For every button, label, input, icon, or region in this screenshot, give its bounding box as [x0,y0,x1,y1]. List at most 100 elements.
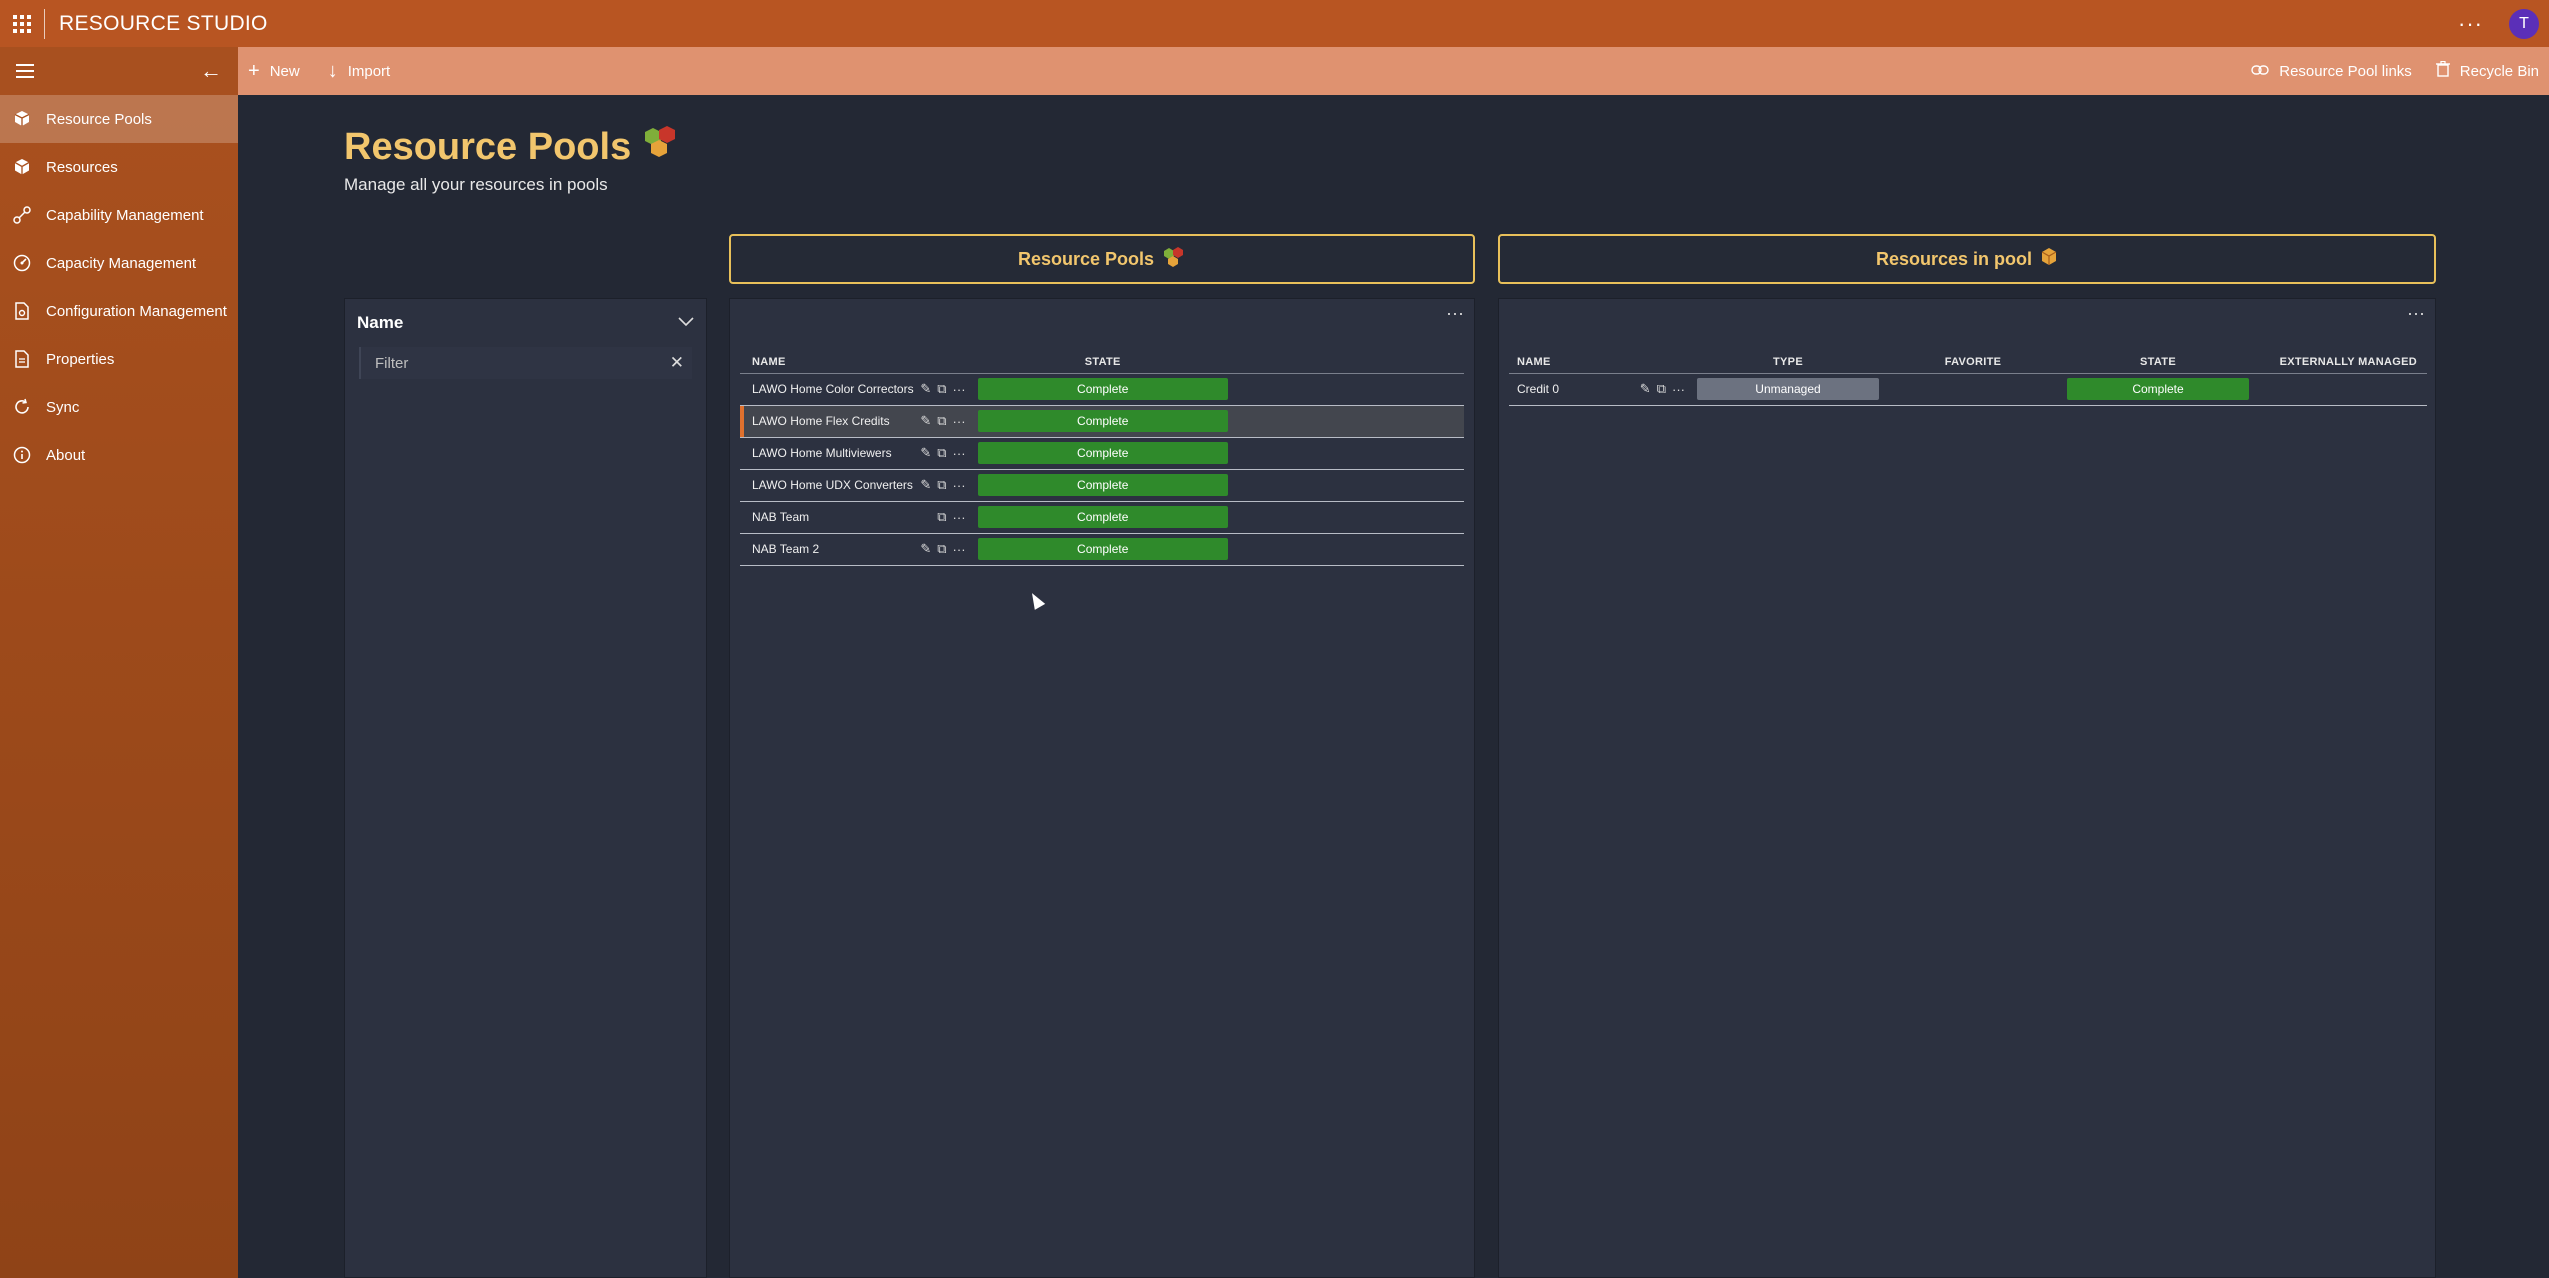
column-header-type[interactable]: TYPE [1697,351,1879,374]
document-settings-icon [12,301,32,321]
sidebar-item-about[interactable]: About [0,431,238,479]
state-cell: Complete [2067,373,2249,406]
status-badge: Complete [2067,378,2249,400]
open-panel-icon[interactable]: ⧉ [937,509,947,524]
sidebar-item-configuration-management[interactable]: Configuration Management [0,287,238,335]
table-row[interactable]: Credit 0 ✎ ⧉ ··· Unmanaged Complete [1509,373,2427,406]
status-badge: Complete [977,474,1228,496]
state-cell: Complete [977,533,1228,566]
sidebar-item-label: Properties [46,350,115,368]
column-header-name[interactable]: NAME [1509,351,1609,374]
gauge-icon [12,253,32,273]
page-subtitle: Manage all your resources in pools [344,175,608,194]
column-header-actions [913,351,978,374]
colored-cubes-icon [1162,246,1186,273]
resources-in-pool-panel: ··· NAME TYPE FAVORITE STATE EXTERNALLY … [1498,298,2436,1278]
column-header-favorite[interactable]: FAVORITE [1879,351,2067,374]
new-button-label: New [269,62,300,80]
sidebar-item-capacity-management[interactable]: Capacity Management [0,239,238,287]
new-button[interactable]: + New [248,60,300,83]
row-actions: ✎ ⧉ ··· [1609,373,1697,406]
filter-header[interactable]: Name [345,299,706,333]
recycle-bin-label: Recycle Bin [2459,62,2539,80]
sidebar: Resource Pools Resources Capability Mana… [0,95,238,1278]
filter-input[interactable] [375,354,655,372]
row-more-icon[interactable]: ··· [952,541,966,557]
resource-pools-header: Resource Pools [729,234,1475,284]
trash-icon [2435,60,2450,81]
resource-pool-links-label: Resource Pool links [2279,62,2412,80]
page-title-text: Resource Pools [344,125,632,168]
edit-icon[interactable]: ✎ [920,413,932,428]
app-launcher-icon[interactable] [0,0,44,47]
connection-icon [12,205,32,225]
row-more-icon[interactable]: ··· [952,477,966,493]
row-more-icon[interactable]: ··· [952,445,966,461]
recycle-bin-button[interactable]: Recycle Bin [2435,60,2539,81]
row-more-icon[interactable]: ··· [952,413,966,429]
page-title: Resource Pools [344,124,681,170]
column-header-state[interactable]: STATE [2067,351,2249,374]
avatar[interactable]: T [2509,8,2539,39]
table-row[interactable]: LAWO Home UDX Converters ✎ ⧉ ··· Complete [740,469,1464,502]
pool-name: LAWO Home Flex Credits [740,405,914,438]
row-more-icon[interactable]: ··· [1672,381,1685,397]
sidebar-item-label: About [46,446,86,464]
column-header-externally-managed[interactable]: EXTERNALLY MANAGED [2249,351,2427,374]
open-panel-icon[interactable]: ⧉ [937,445,947,460]
edit-icon[interactable]: ✎ [920,445,932,460]
favorite-cell [1879,373,2067,406]
edit-icon[interactable]: ✎ [920,381,932,396]
more-options-icon[interactable]: ··· [2458,10,2483,36]
edit-icon[interactable]: ✎ [920,477,932,492]
command-bar: ← + New ↓ Import Resource Pool links Rec… [0,47,2549,95]
open-panel-icon[interactable]: ⧉ [937,381,947,396]
filter-field: ✕ [359,347,692,379]
table-row[interactable]: LAWO Home Flex Credits ✎ ⧉ ··· Complete [740,405,1464,438]
link-icon [2251,63,2269,80]
open-panel-icon[interactable]: ⧉ [937,541,947,556]
resource-pool-links-button[interactable]: Resource Pool links [2251,63,2412,80]
table-row[interactable]: NAB Team 2 ✎ ⧉ ··· Complete [740,533,1464,566]
status-badge: Complete [977,506,1228,528]
sidebar-item-label: Sync [46,398,80,416]
app-title: RESOURCE STUDIO [59,11,268,35]
import-button[interactable]: ↓ Import [328,60,391,83]
panel-more-icon[interactable]: ··· [2407,303,2425,323]
list-icon [12,349,32,369]
sidebar-item-resource-pools[interactable]: Resource Pools [0,95,238,143]
top-bar: RESOURCE STUDIO ··· T [0,0,2549,47]
state-cell: Complete [977,437,1228,470]
pool-name: NAB Team [740,501,914,534]
resources-in-pool-header: Resources in pool [1498,234,2436,284]
chevron-down-icon[interactable] [678,314,694,332]
edit-icon[interactable]: ✎ [1639,381,1651,396]
pool-name: LAWO Home UDX Converters [740,469,914,502]
sidebar-item-resources[interactable]: Resources [0,143,238,191]
resources-in-pool-header-label: Resources in pool [1875,248,2033,269]
edit-icon[interactable]: ✎ [920,541,932,556]
hamburger-menu-icon[interactable] [16,64,34,78]
open-panel-icon[interactable]: ⧉ [937,477,947,492]
type-badge: Unmanaged [1697,378,1879,400]
clear-filter-icon[interactable]: ✕ [669,353,684,372]
pool-name: LAWO Home Multiviewers [740,437,914,470]
panel-more-icon[interactable]: ··· [1446,303,1464,323]
state-cell: Complete [977,373,1228,406]
sidebar-item-label: Resource Pools [46,110,152,128]
row-more-icon[interactable]: ··· [952,381,966,397]
sidebar-item-sync[interactable]: Sync [0,383,238,431]
column-header-state[interactable]: STATE [977,351,1228,374]
sidebar-item-properties[interactable]: Properties [0,335,238,383]
table-row[interactable]: LAWO Home Multiviewers ✎ ⧉ ··· Complete [740,437,1464,470]
open-panel-icon[interactable]: ⧉ [1656,381,1666,396]
table-row[interactable]: LAWO Home Color Correctors ✎ ⧉ ··· Complet… [740,373,1464,406]
row-more-icon[interactable]: ··· [952,509,966,525]
sidebar-item-capability-management[interactable]: Capability Management [0,191,238,239]
table-row[interactable]: NAB Team ⧉ ··· Complete [740,501,1464,534]
row-actions: ✎ ⧉ ··· [913,533,978,566]
open-panel-icon[interactable]: ⧉ [937,413,947,428]
column-header-name[interactable]: NAME [740,351,914,374]
sidebar-item-label: Capacity Management [46,254,197,272]
back-arrow-icon[interactable]: ← [200,58,222,83]
